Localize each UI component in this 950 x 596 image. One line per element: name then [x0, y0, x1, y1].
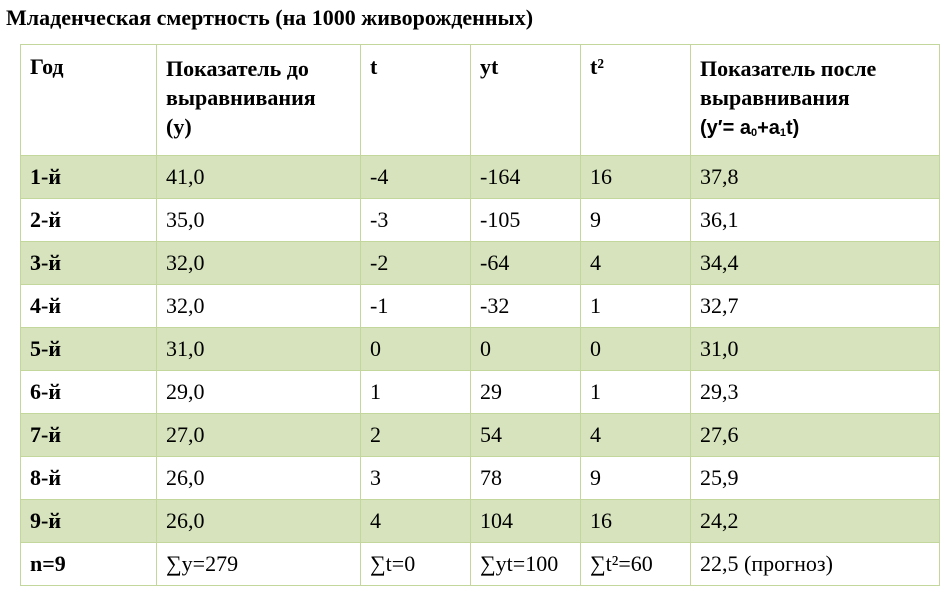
- formula-sub0: 0: [750, 127, 758, 139]
- table-row: 5-й 31,0 0 0 0 31,0: [20, 327, 940, 371]
- cell-before: 32,0: [156, 241, 361, 285]
- cell-t2: 4: [580, 413, 691, 457]
- cell-after: 36,1: [690, 198, 940, 242]
- header-t: t: [360, 44, 471, 156]
- cell-year: 9-й: [20, 499, 157, 543]
- header-t2: t²: [580, 44, 691, 156]
- cell-t: -3: [360, 198, 471, 242]
- cell-before: 41,0: [156, 155, 361, 199]
- header-after-line2: выравнивания: [700, 85, 850, 110]
- cell-after: 24,2: [690, 499, 940, 543]
- cell-year: 2-й: [20, 198, 157, 242]
- cell-before: 26,0: [156, 499, 361, 543]
- cell-year: 3-й: [20, 241, 157, 285]
- cell-year: 5-й: [20, 327, 157, 371]
- cell-after: 31,0: [690, 327, 940, 371]
- cell-after: 29,3: [690, 370, 940, 414]
- cell-year: 1-й: [20, 155, 157, 199]
- header-after-formula: (y′= a0+a1t): [700, 112, 939, 149]
- cell-year: 8-й: [20, 456, 157, 500]
- cell-t2: 1: [580, 370, 691, 414]
- table-row: 2-й 35,0 -3 -105 9 36,1: [20, 198, 940, 242]
- cell-yt: 54: [470, 413, 581, 457]
- cell-t2: 1: [580, 284, 691, 328]
- cell-after: 37,8: [690, 155, 940, 199]
- header-before-line1: Показатель до: [166, 56, 309, 81]
- cell-t2: 9: [580, 456, 691, 500]
- cell-t2: 0: [580, 327, 691, 371]
- formula-prefix: (y′= a: [700, 117, 751, 139]
- cell-t: 3: [360, 456, 471, 500]
- cell-t: -4: [360, 155, 471, 199]
- cell-t: -1: [360, 284, 471, 328]
- totals-row: n=9 ∑у=279 ∑t=0 ∑yt=100 ∑t²=60 22,5 (про…: [20, 542, 940, 586]
- cell-year: 7-й: [20, 413, 157, 457]
- table-row: 6-й 29,0 1 29 1 29,3: [20, 370, 940, 414]
- cell-before: 32,0: [156, 284, 361, 328]
- header-after-line1: Показатель после: [700, 56, 877, 81]
- total-sum-t2: ∑t²=60: [580, 542, 691, 586]
- table-row: 8-й 26,0 3 78 9 25,9: [20, 456, 940, 500]
- total-sum-yt: ∑yt=100: [470, 542, 581, 586]
- cell-yt: 0: [470, 327, 581, 371]
- header-year: Год: [20, 44, 157, 156]
- cell-after: 32,7: [690, 284, 940, 328]
- page-title: Младенческая смертность (на 1000 живорож…: [6, 5, 534, 30]
- cell-before: 29,0: [156, 370, 361, 414]
- header-after-alignment: Показатель после выравнивания (y′= a0+a1…: [690, 44, 940, 156]
- table-row: 7-й 27,0 2 54 4 27,6: [20, 413, 940, 457]
- cell-t2: 16: [580, 155, 691, 199]
- header-row: Год Показатель до выравнивания (у) t yt …: [20, 44, 940, 156]
- cell-before: 35,0: [156, 198, 361, 242]
- total-sum-t: ∑t=0: [360, 542, 471, 586]
- table-row: 3-й 32,0 -2 -64 4 34,4: [20, 241, 940, 285]
- cell-after: 34,4: [690, 241, 940, 285]
- cell-yt: 78: [470, 456, 581, 500]
- table-row: 9-й 26,0 4 104 16 24,2: [20, 499, 940, 543]
- cell-year: 4-й: [20, 284, 157, 328]
- header-before-alignment: Показатель до выравнивания (у): [156, 44, 361, 156]
- header-yt: yt: [470, 44, 581, 156]
- cell-t: 2: [360, 413, 471, 457]
- cell-before: 27,0: [156, 413, 361, 457]
- header-before-line3: (у): [166, 114, 192, 139]
- cell-yt: -32: [470, 284, 581, 328]
- formula-sub1: 1: [779, 127, 786, 139]
- cell-after: 27,6: [690, 413, 940, 457]
- cell-before: 26,0: [156, 456, 361, 500]
- total-forecast: 22,5 (прогноз): [690, 542, 940, 586]
- total-count: n=9: [20, 542, 157, 586]
- cell-t: 0: [360, 327, 471, 371]
- cell-yt: -105: [470, 198, 581, 242]
- table-row: 4-й 32,0 -1 -32 1 32,7: [20, 284, 940, 328]
- table-row: 1-й 41,0 -4 -164 16 37,8: [20, 155, 940, 199]
- cell-before: 31,0: [156, 327, 361, 371]
- total-sum-y: ∑у=279: [156, 542, 361, 586]
- header-before-line2: выравнивания: [166, 85, 316, 110]
- formula-mid: +a: [757, 117, 780, 139]
- cell-yt: -64: [470, 241, 581, 285]
- cell-yt: 29: [470, 370, 581, 414]
- cell-year: 6-й: [20, 370, 157, 414]
- cell-t2: 4: [580, 241, 691, 285]
- cell-after: 25,9: [690, 456, 940, 500]
- infant-mortality-table: Год Показатель до выравнивания (у) t yt …: [20, 44, 940, 586]
- cell-t: 1: [360, 370, 471, 414]
- cell-yt: 104: [470, 499, 581, 543]
- cell-t2: 9: [580, 198, 691, 242]
- cell-t: -2: [360, 241, 471, 285]
- cell-t2: 16: [580, 499, 691, 543]
- formula-suffix: t): [786, 117, 800, 139]
- cell-t: 4: [360, 499, 471, 543]
- cell-yt: -164: [470, 155, 581, 199]
